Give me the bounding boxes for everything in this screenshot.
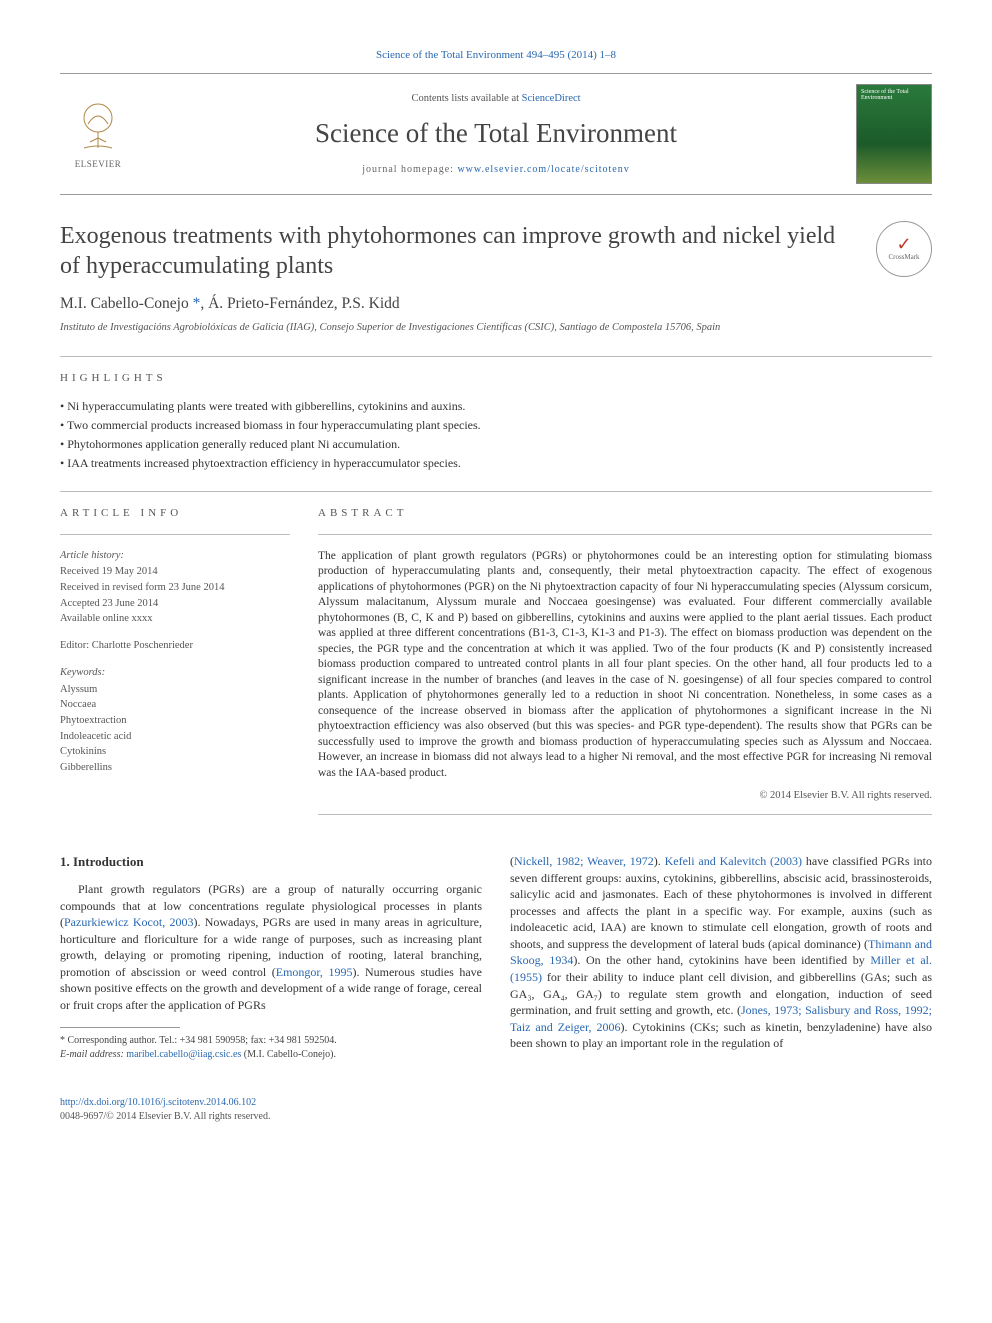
- rule: [60, 534, 290, 535]
- ref-link[interactable]: Jones, 1973; Salisbury and Ross, 1992; T…: [510, 1003, 932, 1034]
- history-line: Accepted 23 June 2014: [60, 597, 290, 612]
- title-row: Exogenous treatments with phytohormones …: [60, 221, 932, 281]
- masthead: ELSEVIER Contents lists available at Sci…: [60, 73, 932, 195]
- highlight-item: Ni hyperaccumulating plants were treated…: [60, 398, 932, 415]
- editor-line: Editor: Charlotte Poschenrieder: [60, 639, 290, 654]
- history-line: Received in revised form 23 June 2014: [60, 581, 290, 596]
- ref-link[interactable]: Thimann and Skoog, 1934: [510, 937, 932, 968]
- history-line: Available online xxxx: [60, 612, 290, 627]
- rule: [60, 356, 932, 357]
- keyword: Noccaea: [60, 698, 290, 713]
- history-line: Received 19 May 2014: [60, 565, 290, 580]
- authors-text: M.I. Cabello-Conejo *, Á. Prieto-Fernánd…: [60, 295, 400, 312]
- top-citation[interactable]: Science of the Total Environment 494–495…: [60, 48, 932, 63]
- homepage-link[interactable]: www.elsevier.com/locate/scitotenv: [457, 164, 629, 175]
- ref-link[interactable]: Nickell, 1982; Weaver, 1972: [514, 854, 654, 868]
- email-link[interactable]: maribel.cabello@iiag.csic.es: [126, 1049, 241, 1060]
- highlight-item: Two commercial products increased biomas…: [60, 417, 932, 434]
- keywords-title: Keywords:: [60, 666, 290, 681]
- contents-line: Contents lists available at ScienceDirec…: [136, 92, 856, 107]
- rule: [318, 534, 932, 535]
- abstract-column: ABSTRACT The application of plant growth…: [318, 506, 932, 829]
- intro-heading: 1. Introduction: [60, 853, 482, 871]
- bottom-block: http://dx.doi.org/10.1016/j.scitotenv.20…: [60, 1096, 932, 1124]
- publisher-logo: ELSEVIER: [60, 91, 136, 177]
- journal-cover-thumb: Science of the Total Environment: [856, 84, 932, 184]
- abstract-copyright: © 2014 Elsevier B.V. All rights reserved…: [318, 789, 932, 804]
- corr-footnote: * Corresponding author. Tel.: +34 981 59…: [60, 1034, 482, 1062]
- keyword: Phytoextraction: [60, 714, 290, 729]
- publisher-label: ELSEVIER: [75, 158, 122, 171]
- corr-line: * Corresponding author. Tel.: +34 981 59…: [60, 1034, 482, 1048]
- authors: M.I. Cabello-Conejo *, Á. Prieto-Fernánd…: [60, 293, 932, 315]
- info-abstract-row: ARTICLE INFO Article history: Received 1…: [60, 506, 932, 829]
- keyword: Cytokinins: [60, 745, 290, 760]
- abstract-text: The application of plant growth regulato…: [318, 549, 932, 782]
- homepage-line: journal homepage: www.elsevier.com/locat…: [136, 163, 856, 177]
- abstract-heading: ABSTRACT: [318, 506, 932, 521]
- ref-link[interactable]: Pazurkiewicz Kocot, 2003: [64, 915, 193, 929]
- highlights: Ni hyperaccumulating plants were treated…: [60, 398, 932, 471]
- highlight-item: IAA treatments increased phytoextraction…: [60, 455, 932, 472]
- issn-line: 0048-9697/© 2014 Elsevier B.V. All right…: [60, 1110, 932, 1124]
- crossmark-icon: ✓: [896, 235, 911, 253]
- contents-prefix: Contents lists available at: [411, 93, 521, 104]
- cover-thumb-text: Science of the Total Environment: [861, 89, 927, 101]
- article-info-block: Article history: Received 19 May 2014 Re…: [60, 549, 290, 776]
- ref-link[interactable]: Kefeli and Kalevitch (2003): [665, 854, 802, 868]
- email-suffix: (M.I. Cabello-Conejo).: [241, 1049, 336, 1060]
- footnote-rule: [60, 1027, 180, 1028]
- intro-para: (Nickell, 1982; Weaver, 1972). Kefeli an…: [510, 853, 932, 1052]
- rule: [60, 491, 932, 492]
- keyword: Gibberellins: [60, 761, 290, 776]
- intro-left-column: 1. Introduction Plant growth regulators …: [60, 853, 482, 1062]
- article-info-heading: ARTICLE INFO: [60, 506, 290, 521]
- keyword: Alyssum: [60, 683, 290, 698]
- homepage-prefix: journal homepage:: [362, 164, 457, 175]
- ref-link[interactable]: Miller et al. (1955): [510, 953, 932, 984]
- journal-name: Science of the Total Environment: [136, 115, 856, 153]
- ref-link[interactable]: Emongor, 1995: [276, 965, 353, 979]
- highlight-item: Phytohormones application generally redu…: [60, 436, 932, 453]
- email-label: E-mail address:: [60, 1049, 126, 1060]
- intro-right-column: (Nickell, 1982; Weaver, 1972). Kefeli an…: [510, 853, 932, 1062]
- corr-author-link[interactable]: *: [193, 295, 201, 312]
- masthead-center: Contents lists available at ScienceDirec…: [136, 92, 856, 176]
- email-line: E-mail address: maribel.cabello@iiag.csi…: [60, 1048, 482, 1062]
- affiliation: Instituto de Investigacións Agrobiolóxic…: [60, 321, 932, 336]
- doi-link[interactable]: http://dx.doi.org/10.1016/j.scitotenv.20…: [60, 1097, 256, 1108]
- keyword: Indoleacetic acid: [60, 730, 290, 745]
- article-info-column: ARTICLE INFO Article history: Received 1…: [60, 506, 290, 829]
- page: Science of the Total Environment 494–495…: [0, 0, 992, 1164]
- crossmark-badge[interactable]: ✓ CrossMark: [876, 221, 932, 277]
- crossmark-label: CrossMark: [888, 253, 919, 263]
- intro-para: Plant growth regulators (PGRs) are a gro…: [60, 881, 482, 1013]
- highlights-heading: HIGHLIGHTS: [60, 371, 932, 386]
- intro-row: 1. Introduction Plant growth regulators …: [60, 853, 932, 1062]
- sciencedirect-link[interactable]: ScienceDirect: [522, 93, 581, 104]
- rule: [318, 814, 932, 815]
- elsevier-tree-icon: [70, 98, 126, 154]
- article-title: Exogenous treatments with phytohormones …: [60, 221, 840, 281]
- history-title: Article history:: [60, 549, 290, 564]
